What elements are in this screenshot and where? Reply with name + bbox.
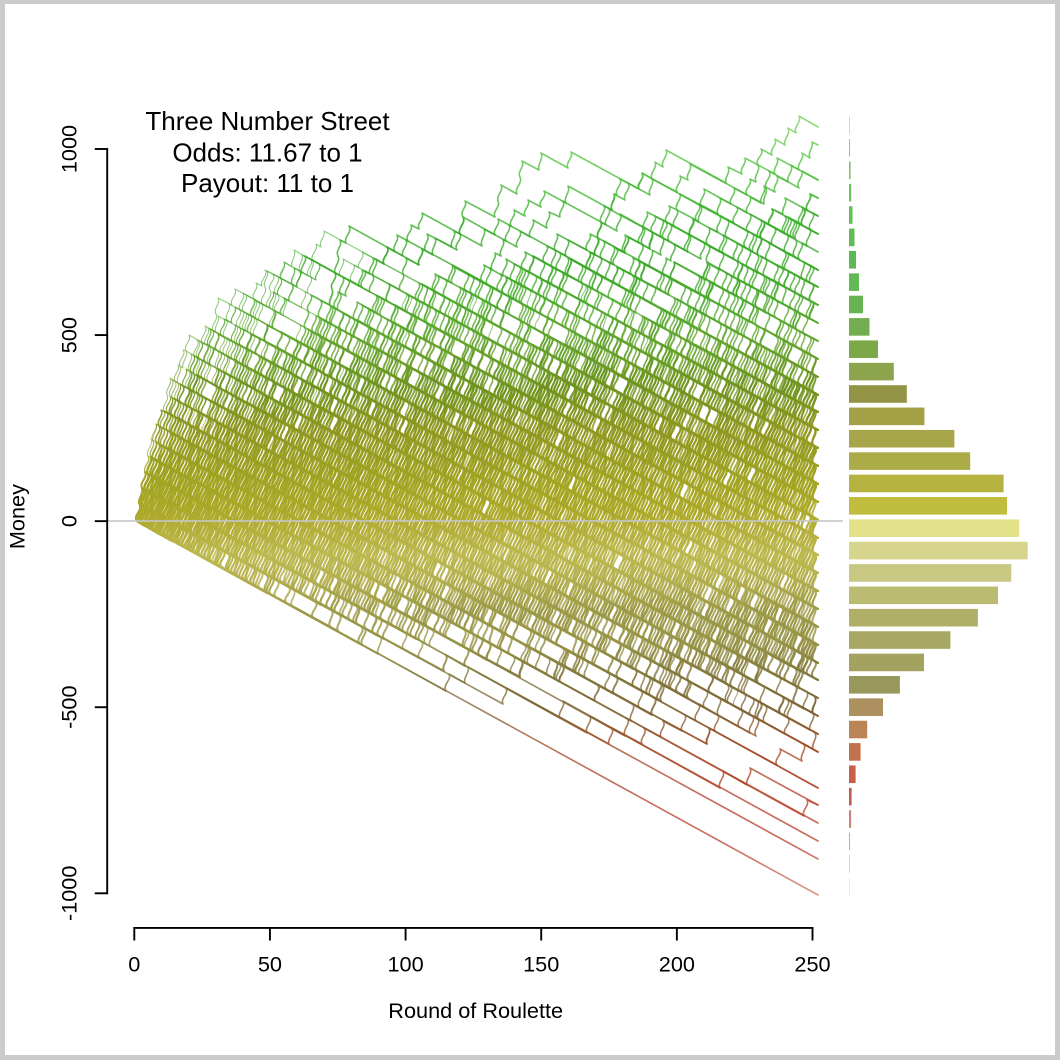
- svg-text:200: 200: [659, 952, 695, 977]
- svg-text:Round of Roulette: Round of Roulette: [388, 998, 563, 1023]
- svg-text:-1000: -1000: [57, 866, 82, 921]
- svg-text:100: 100: [388, 952, 424, 977]
- svg-text:Three Number Street: Three Number Street: [145, 106, 390, 136]
- svg-text:500: 500: [57, 317, 82, 353]
- svg-text:Odds: 11.67 to 1: Odds: 11.67 to 1: [172, 138, 362, 168]
- svg-text:50: 50: [258, 952, 282, 977]
- svg-text:Payout: 11 to 1: Payout: 11 to 1: [181, 168, 354, 198]
- svg-text:0: 0: [57, 515, 82, 527]
- svg-text:-500: -500: [57, 685, 82, 728]
- svg-text:Money: Money: [5, 484, 30, 549]
- svg-text:1000: 1000: [57, 125, 82, 173]
- svg-text:250: 250: [794, 952, 830, 977]
- svg-text:0: 0: [128, 952, 140, 977]
- svg-text:150: 150: [523, 952, 559, 977]
